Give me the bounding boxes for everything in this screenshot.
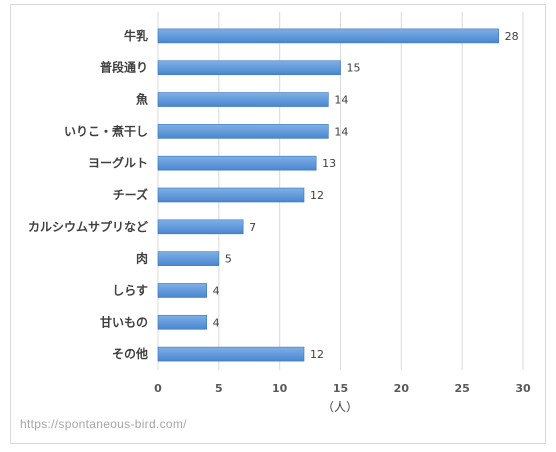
category-labels: 牛乳普段通り魚いりこ・煮干しヨーグルトチーズカルシウムサプリなど肉しらす甘いもの… <box>28 28 148 361</box>
bar-6 <box>157 219 244 235</box>
category-label-1: 普段通り <box>100 60 148 75</box>
bar-4 <box>157 155 317 171</box>
bar-5 <box>157 187 305 203</box>
category-label-3: いりこ・煮干し <box>64 123 148 138</box>
data-label-10: 12 <box>310 348 324 361</box>
category-label-7: 肉 <box>136 251 148 266</box>
data-label-1: 15 <box>347 62 361 75</box>
chart-frame <box>10 4 546 444</box>
bar-10 <box>157 346 305 362</box>
category-label-0: 牛乳 <box>124 28 148 43</box>
data-label-2: 14 <box>334 94 348 107</box>
x-tick-label-2: 10 <box>272 382 288 395</box>
x-tick-labels: 0 5 10 15 20 25 30 <box>154 382 531 395</box>
bar-2 <box>157 92 329 107</box>
bar-3 <box>157 124 329 139</box>
data-label-5: 12 <box>310 189 324 202</box>
x-tick-label-1: 5 <box>215 382 223 395</box>
x-tick-label-6: 30 <box>515 382 531 395</box>
data-labels: 28 15 14 14 13 12 7 5 4 4 12 <box>213 30 519 361</box>
x-tick-label-0: 0 <box>154 382 162 395</box>
category-label-6: カルシウムサプリなど <box>28 219 148 234</box>
bar-8 <box>157 283 207 298</box>
bar-7 <box>157 251 220 266</box>
x-tick-label-5: 25 <box>455 382 470 395</box>
x-axis-title: （人） <box>322 400 358 414</box>
category-label-2: 魚 <box>136 92 148 107</box>
category-label-5: チーズ <box>113 187 148 202</box>
category-label-8: しらす <box>112 283 148 297</box>
category-label-4: ヨーグルト <box>88 155 148 170</box>
data-label-8: 4 <box>213 284 220 297</box>
data-label-4: 13 <box>322 157 336 170</box>
x-tick-label-3: 15 <box>333 382 348 395</box>
watermark-text: https://spontaneous-bird.com/ <box>20 417 187 431</box>
data-label-6: 7 <box>249 221 256 234</box>
category-label-10: その他 <box>112 346 148 361</box>
data-label-7: 5 <box>225 253 232 266</box>
x-tick-label-4: 20 <box>394 382 410 395</box>
bar-1 <box>157 60 341 76</box>
data-label-9: 4 <box>213 316 220 329</box>
category-label-9: 甘いもの <box>100 314 148 329</box>
bar-0 <box>157 28 499 44</box>
bar-9 <box>157 314 207 330</box>
data-label-3: 14 <box>334 125 348 138</box>
bars <box>157 28 499 362</box>
data-label-0: 28 <box>505 30 519 43</box>
